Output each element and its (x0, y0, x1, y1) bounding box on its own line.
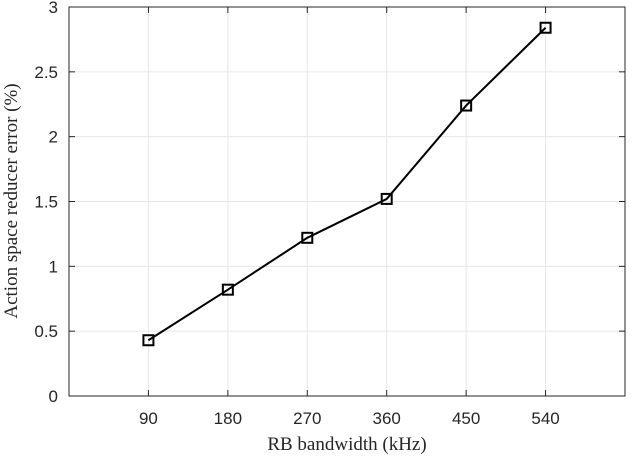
data-point-marker (380, 192, 393, 205)
y-tick-label: 3 (49, 0, 58, 17)
data-point-marker (301, 231, 314, 244)
x-tick-label: 180 (214, 409, 242, 428)
y-tick-label: 2 (49, 128, 58, 147)
data-point-marker (460, 99, 473, 112)
data-point-marker (539, 21, 552, 34)
x-tick-label: 360 (373, 409, 401, 428)
series-layer (142, 21, 552, 347)
data-point-marker (221, 283, 234, 296)
y-tick-label: 0.5 (34, 322, 58, 341)
series-line (147, 27, 547, 342)
y-tick-label: 0 (49, 387, 58, 406)
y-axis-label: Action space reducer error (%) (1, 83, 22, 318)
x-tick-label: 90 (139, 409, 158, 428)
x-axis-label: RB bandwidth (kHz) (267, 434, 426, 455)
x-tick-label: 540 (531, 409, 559, 428)
y-tick-label: 2.5 (34, 63, 58, 82)
data-point-marker (142, 334, 155, 347)
y-tick-label: 1.5 (34, 193, 58, 212)
axis-ticks: 90 180 270 360 450 540 0 0.5 1 1.5 2 2.5 3 (34, 0, 625, 428)
x-tick-label: 270 (293, 409, 321, 428)
x-tick-label: 450 (452, 409, 480, 428)
y-tick-label: 1 (49, 257, 58, 276)
